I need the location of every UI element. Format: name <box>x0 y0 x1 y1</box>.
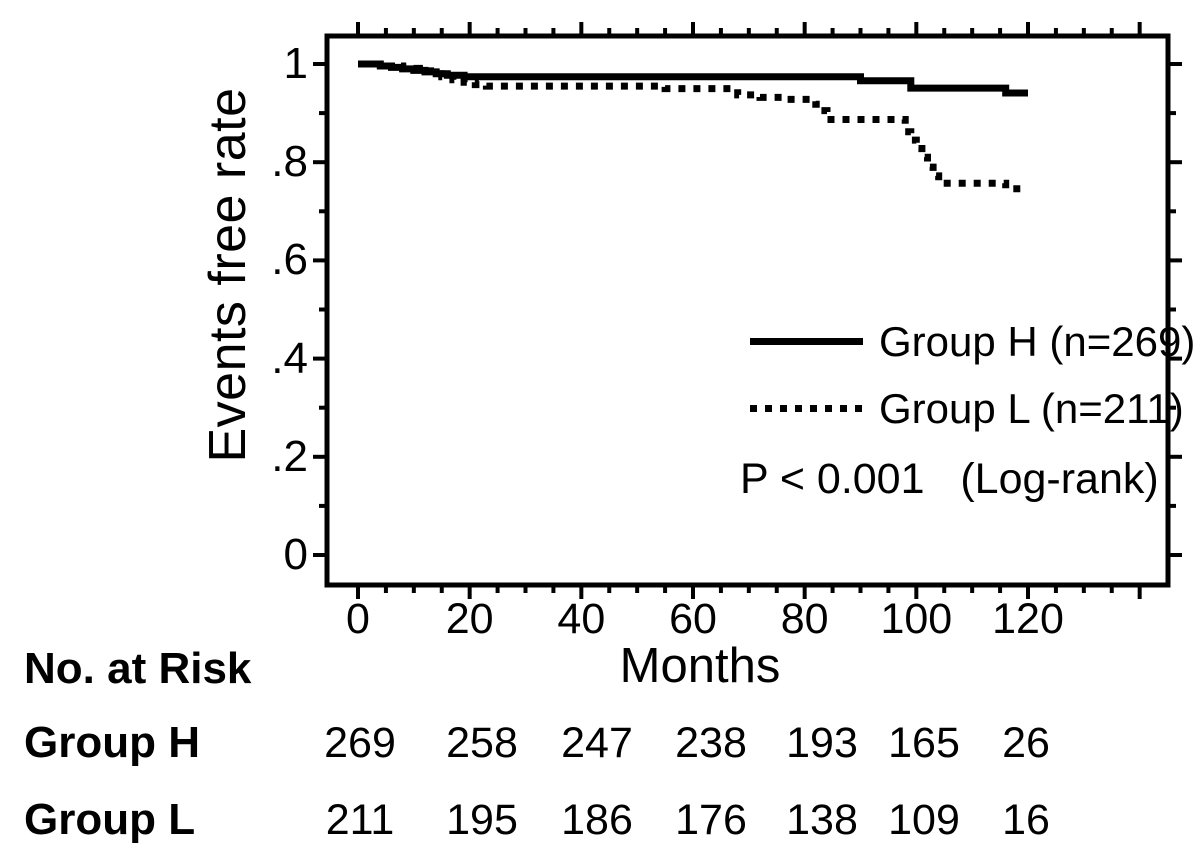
y-tick-label-.4: .4 <box>271 333 308 383</box>
at-risk-value-group-h-m120: 26 <box>1002 719 1050 767</box>
y-tick-label-.8: .8 <box>271 137 308 187</box>
at-risk-header: No. at Risk <box>24 644 252 693</box>
at-risk-value-group-l-m20: 195 <box>446 796 518 844</box>
legend-label-group-l: Group L (n=211) <box>879 385 1184 432</box>
at-risk-value-group-h-m80: 193 <box>786 719 858 767</box>
at-risk-row-label-group-h: Group H <box>24 718 200 767</box>
survival-curve-group-l <box>358 60 1028 193</box>
y-tick-label-0: 0 <box>283 530 308 579</box>
at-risk-value-group-h-m60: 238 <box>675 719 747 767</box>
x-tick-label-120: 120 <box>992 595 1064 643</box>
at-risk-value-group-l-m120: 16 <box>1002 796 1050 844</box>
at-risk-value-group-h-m40: 247 <box>561 719 633 767</box>
survival-curve-group-h <box>358 60 1028 97</box>
at-risk-value-group-l-m60: 176 <box>675 796 747 844</box>
at-risk-value-group-l-m40: 186 <box>561 796 633 844</box>
legend-label-group-h: Group H (n=269) <box>879 318 1196 365</box>
at-risk-value-group-h-m100: 165 <box>888 719 960 767</box>
at-risk-value-group-h-m20: 258 <box>446 719 518 767</box>
x-tick-label-20: 20 <box>445 595 494 643</box>
x-tick-label-0: 0 <box>346 595 370 643</box>
x-tick-label-100: 100 <box>880 595 953 643</box>
at-risk-value-group-l-m0: 211 <box>325 796 395 844</box>
x-tick-label-40: 40 <box>557 595 606 643</box>
x-tick-label-60: 60 <box>669 595 717 643</box>
at-risk-row-label-group-l: Group L <box>24 795 196 844</box>
y-tick-label-1: 1 <box>283 39 308 88</box>
legend-solid-line-swatch <box>750 338 863 345</box>
legend-dotted-line-swatch <box>750 405 863 412</box>
at-risk-value-group-h-m0: 269 <box>324 719 396 767</box>
y-tick-label-.2: .2 <box>271 431 308 481</box>
x-axis-label: Months <box>619 639 781 693</box>
y-tick-label-.6: .6 <box>271 235 308 285</box>
pvalue-annotation: P < 0.001 (Log-rank) <box>740 455 1159 503</box>
x-tick-label-80: 80 <box>780 595 829 643</box>
at-risk-value-group-l-m80: 138 <box>786 796 858 844</box>
at-risk-value-group-l-m100: 109 <box>888 796 960 844</box>
